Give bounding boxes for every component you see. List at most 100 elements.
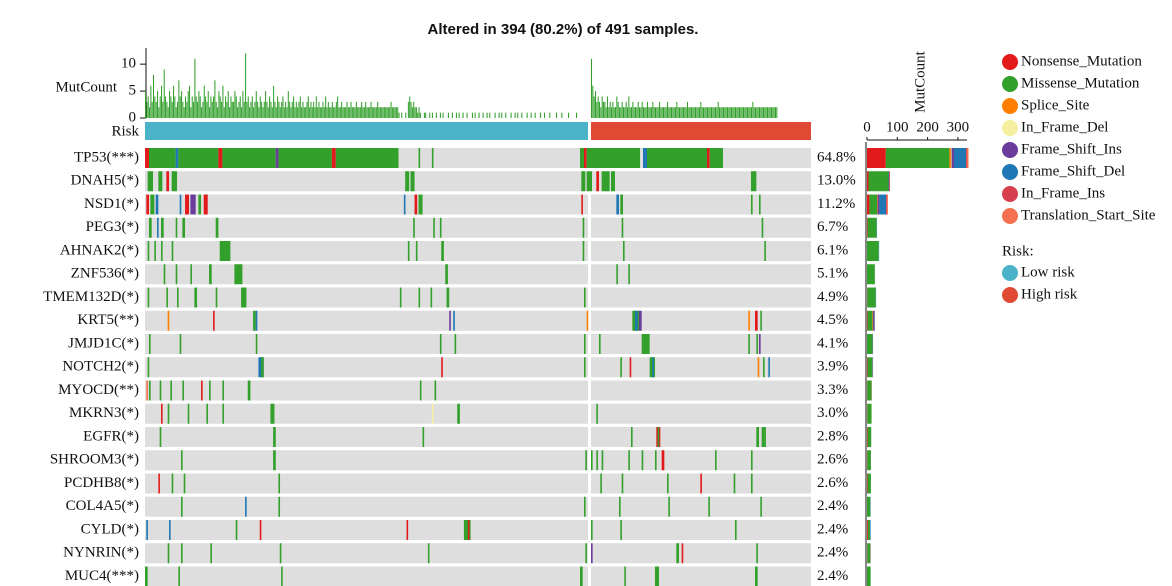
mut-count-bar	[321, 107, 323, 118]
mut-count-bar	[743, 107, 745, 118]
mut-count-bar	[651, 107, 653, 118]
mutation	[751, 171, 757, 192]
mutation	[751, 450, 753, 471]
mutation	[170, 380, 172, 401]
mutation	[281, 566, 283, 586]
mutation	[629, 357, 632, 378]
mut-count-bar	[205, 96, 207, 118]
mutation	[586, 310, 589, 331]
mut-count-bar	[700, 101, 702, 118]
mut-count-bar	[361, 101, 363, 118]
row-background	[591, 287, 811, 308]
mut-count-bar	[748, 107, 750, 118]
mutation	[419, 380, 422, 401]
mut-count-bar	[517, 112, 519, 118]
mutation	[399, 287, 402, 308]
mut-count-bar	[343, 107, 345, 118]
gene-label: PCDHB8(*)	[64, 475, 139, 491]
mut-count-bar	[170, 96, 172, 118]
side-bar	[873, 310, 874, 331]
mut-count-bar	[178, 80, 180, 118]
mut-count-bar	[267, 107, 269, 118]
mut-count-bar	[705, 107, 707, 118]
mut-count-bar	[656, 107, 658, 118]
mutation	[756, 334, 758, 354]
mut-count-bar	[494, 112, 496, 118]
mut-count-bar	[279, 107, 281, 118]
side-bar	[872, 357, 874, 378]
mutation	[418, 287, 421, 308]
mutation	[761, 427, 765, 447]
mut-count-bar	[218, 91, 220, 118]
y-tick-label: 10	[121, 56, 136, 72]
row-background	[591, 357, 811, 378]
mut-count-bar	[357, 107, 359, 118]
mut-count-bar	[226, 101, 228, 118]
mut-count-bar	[703, 107, 705, 118]
mut-count-bar	[339, 107, 341, 118]
mutation	[641, 450, 644, 471]
mut-count-bar	[505, 112, 507, 118]
mutation	[147, 241, 150, 261]
mut-count-bar	[366, 107, 368, 118]
mut-count-bar	[635, 107, 637, 118]
mutation	[583, 287, 586, 308]
mut-count-bar	[202, 101, 204, 118]
mut-count-bar	[749, 107, 751, 118]
mut-count-bar	[349, 107, 351, 118]
mut-count-bar	[397, 107, 399, 118]
mutation	[213, 310, 215, 331]
mutation	[600, 473, 602, 494]
mut-count-bar	[652, 101, 654, 118]
mutation	[161, 241, 163, 261]
mutation	[621, 473, 624, 494]
row-background	[145, 403, 588, 424]
gene-percent: 2.4%	[817, 545, 848, 561]
mut-count-bar	[675, 107, 677, 118]
mut-count-bar	[238, 101, 240, 118]
mut-count-bar	[720, 107, 722, 118]
legend-marker	[1002, 287, 1018, 303]
mut-count-bar	[197, 101, 199, 118]
mut-count-bar	[294, 107, 296, 118]
side-bar	[867, 473, 868, 494]
mut-count-bar	[435, 112, 437, 118]
mut-count-bar	[229, 107, 231, 118]
mut-count-bar	[227, 91, 229, 118]
mut-count-bar	[629, 107, 631, 118]
mut-count-bar	[237, 107, 239, 118]
mutation	[621, 217, 624, 238]
mutation	[273, 427, 276, 447]
mutation	[181, 450, 183, 471]
gene-label: TMEM132D(*)	[43, 289, 139, 305]
mut-count-bar	[699, 107, 701, 118]
mutation	[178, 148, 219, 168]
mutation	[166, 171, 170, 192]
mut-count-bar	[251, 96, 253, 118]
mut-count-bar	[233, 101, 235, 118]
mut-count-bar	[631, 107, 633, 118]
row-background	[145, 217, 588, 238]
gene-percent: 6.1%	[817, 242, 848, 258]
mut-count-bar	[641, 101, 643, 118]
side-bar	[872, 310, 874, 331]
mut-count-bar	[151, 101, 153, 118]
mutation	[215, 217, 219, 238]
mut-count-bar	[322, 101, 324, 118]
mutation	[155, 194, 159, 215]
mutation	[449, 310, 451, 331]
mut-count-bar	[627, 107, 629, 118]
side-bar	[887, 194, 888, 215]
mut-count-bar	[386, 107, 388, 118]
side-bar	[888, 171, 890, 192]
mut-count-bar	[756, 107, 758, 118]
row-background	[591, 310, 811, 331]
mutation	[431, 403, 434, 424]
legend-marker	[1002, 164, 1018, 180]
mut-count-bar	[379, 107, 381, 118]
mut-count-bar	[687, 101, 689, 118]
mut-count-bar	[418, 107, 420, 118]
mutation	[751, 473, 753, 494]
mut-count-bar	[486, 112, 488, 118]
mutation	[616, 194, 619, 215]
